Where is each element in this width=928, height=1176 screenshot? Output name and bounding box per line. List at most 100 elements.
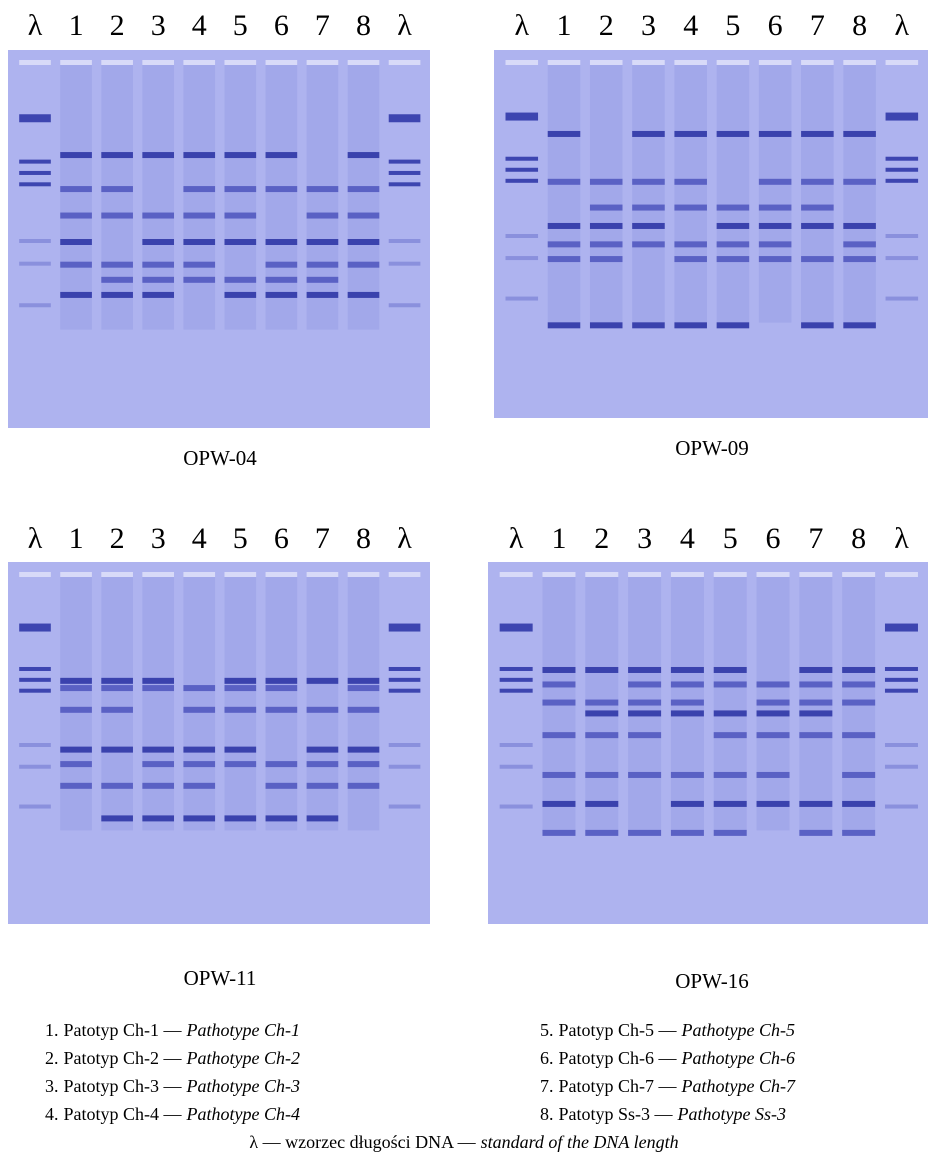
ladder-band [388,688,421,693]
well [265,572,298,577]
band [670,771,704,778]
lane-label: 2 [110,9,125,42]
band [101,186,133,193]
band [670,829,704,836]
band [589,256,623,263]
band [60,685,92,692]
ladder-band [884,743,918,747]
band [842,829,876,836]
band [628,710,662,717]
lane [101,65,133,330]
band [60,746,92,753]
band [674,130,707,137]
legend-item: 7. Patotyp Ch-7 — Pathotype Ch-7 [540,1076,796,1096]
band [547,241,581,248]
legend-pl: Patotyp Ch-4 — [64,1104,183,1124]
band [306,782,339,789]
band [265,291,298,298]
band [547,130,581,137]
well [265,60,298,65]
well [347,572,380,577]
band [60,291,92,298]
legend-item: 3. Patotyp Ch-3 — Pathotype Ch-3 [45,1076,300,1096]
legend-item: 1. Patotyp Ch-1 — Pathotype Ch-1 [45,1020,300,1040]
well [60,572,92,577]
legend-en: Pathotype Ch-2 [186,1048,300,1068]
band [183,706,216,713]
band [347,261,380,268]
band [347,706,380,713]
lane [589,65,623,323]
band [585,699,619,706]
legend-en: Pathotype Ch-1 [186,1020,300,1040]
band [60,261,92,268]
well [505,60,539,65]
band [265,815,298,822]
lane-label: 1 [551,522,566,555]
band [756,710,790,717]
band [589,178,623,185]
band [265,276,298,283]
band [347,746,380,753]
band [801,256,834,263]
band [306,706,339,713]
lane [547,65,581,323]
band [756,681,790,688]
band [306,239,339,245]
band [60,186,92,193]
ladder-band [499,677,533,682]
lane-label: λ [894,522,909,555]
lane [224,577,257,831]
lane-label: 4 [680,522,695,555]
lane-label: 5 [723,522,738,555]
ladder-band [884,688,918,693]
band [101,685,133,692]
legend-en: Pathotype Ch-3 [186,1076,300,1096]
band [347,239,380,245]
band [801,222,834,229]
band [589,204,623,211]
band [632,322,665,329]
panel-caption: OPW-11 [184,966,257,990]
band [713,771,747,778]
band [347,761,380,768]
well [347,60,380,65]
band [801,178,834,185]
lane-label: 8 [852,9,867,42]
ladder-band [19,182,51,187]
band [347,677,380,684]
legend-pl: Patotyp Ch-2 — [64,1048,183,1068]
lane [60,65,92,330]
ladder-band [884,764,918,769]
ladder-band [499,666,533,671]
legend-en: Pathotype Ss-3 [677,1104,786,1124]
well [842,572,876,577]
legend-number: 5. [540,1020,554,1040]
band [542,681,576,688]
well [183,60,216,65]
band [713,829,747,836]
ladder-band [499,804,533,809]
ladder-band [499,688,533,693]
lane-label: 8 [851,522,866,555]
band [632,130,665,137]
band [585,771,619,778]
ladder-band [884,623,918,632]
band [799,666,833,673]
band [347,291,380,298]
lane [60,577,92,831]
well [101,572,133,577]
ladder-band [19,114,51,123]
band [265,152,298,159]
band [60,677,92,684]
well [843,60,876,65]
band [224,685,257,692]
band [801,322,834,329]
legend-item: 4. Patotyp Ch-4 — Pathotype Ch-4 [45,1104,300,1124]
well [499,572,533,577]
lane [101,577,133,831]
ladder-band [505,296,539,301]
band [716,256,750,263]
band [60,761,92,768]
